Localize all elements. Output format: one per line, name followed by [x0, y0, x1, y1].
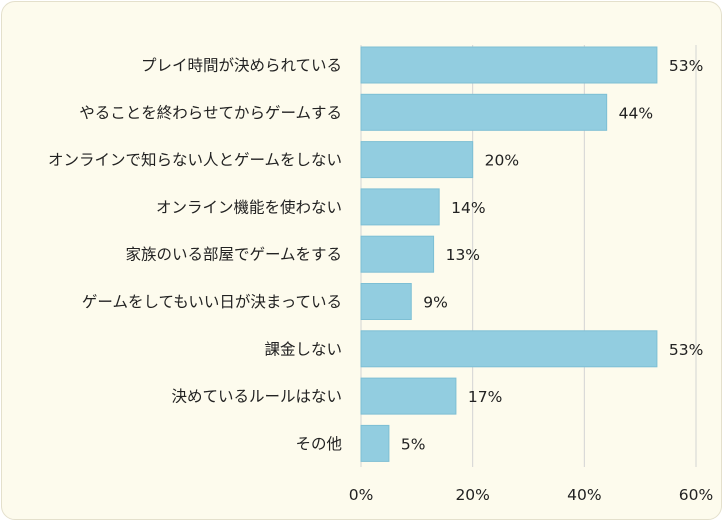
x-tick-label: 0% [349, 486, 374, 504]
value-label: 13% [446, 246, 480, 264]
value-label: 9% [423, 294, 448, 312]
category-label: オンラインで知らない人とゲームをしない [48, 151, 342, 169]
category-label: ゲームをしてもいい日が決まっている [82, 293, 342, 311]
bar [360, 235, 435, 273]
bar [360, 424, 390, 462]
category-label: その他 [295, 435, 342, 453]
x-tick-label: 20% [455, 486, 489, 504]
bar [360, 141, 474, 179]
bar [360, 188, 440, 226]
value-label: 53% [669, 57, 703, 75]
value-label: 17% [468, 388, 502, 406]
category-label: オンライン機能を使わない [156, 198, 342, 216]
category-label: 課金しない [264, 340, 342, 358]
value-label: 20% [485, 152, 519, 170]
category-label: やることを終わらせてからゲームする [79, 104, 342, 122]
bar [360, 377, 457, 415]
x-tick-label: 60% [679, 486, 713, 504]
value-label: 5% [401, 435, 426, 453]
x-tick-label: 40% [567, 486, 601, 504]
bar [360, 330, 658, 368]
category-label: 決めているルールはない [171, 388, 342, 406]
category-label: プレイ時間が決められている [141, 57, 342, 75]
bar [360, 93, 608, 131]
category-label: 家族のいる部屋でゲームをする [125, 246, 342, 264]
value-label: 14% [451, 199, 485, 217]
value-label: 53% [669, 341, 703, 359]
bar [360, 46, 658, 84]
bar [360, 283, 412, 320]
value-label: 44% [619, 104, 653, 122]
